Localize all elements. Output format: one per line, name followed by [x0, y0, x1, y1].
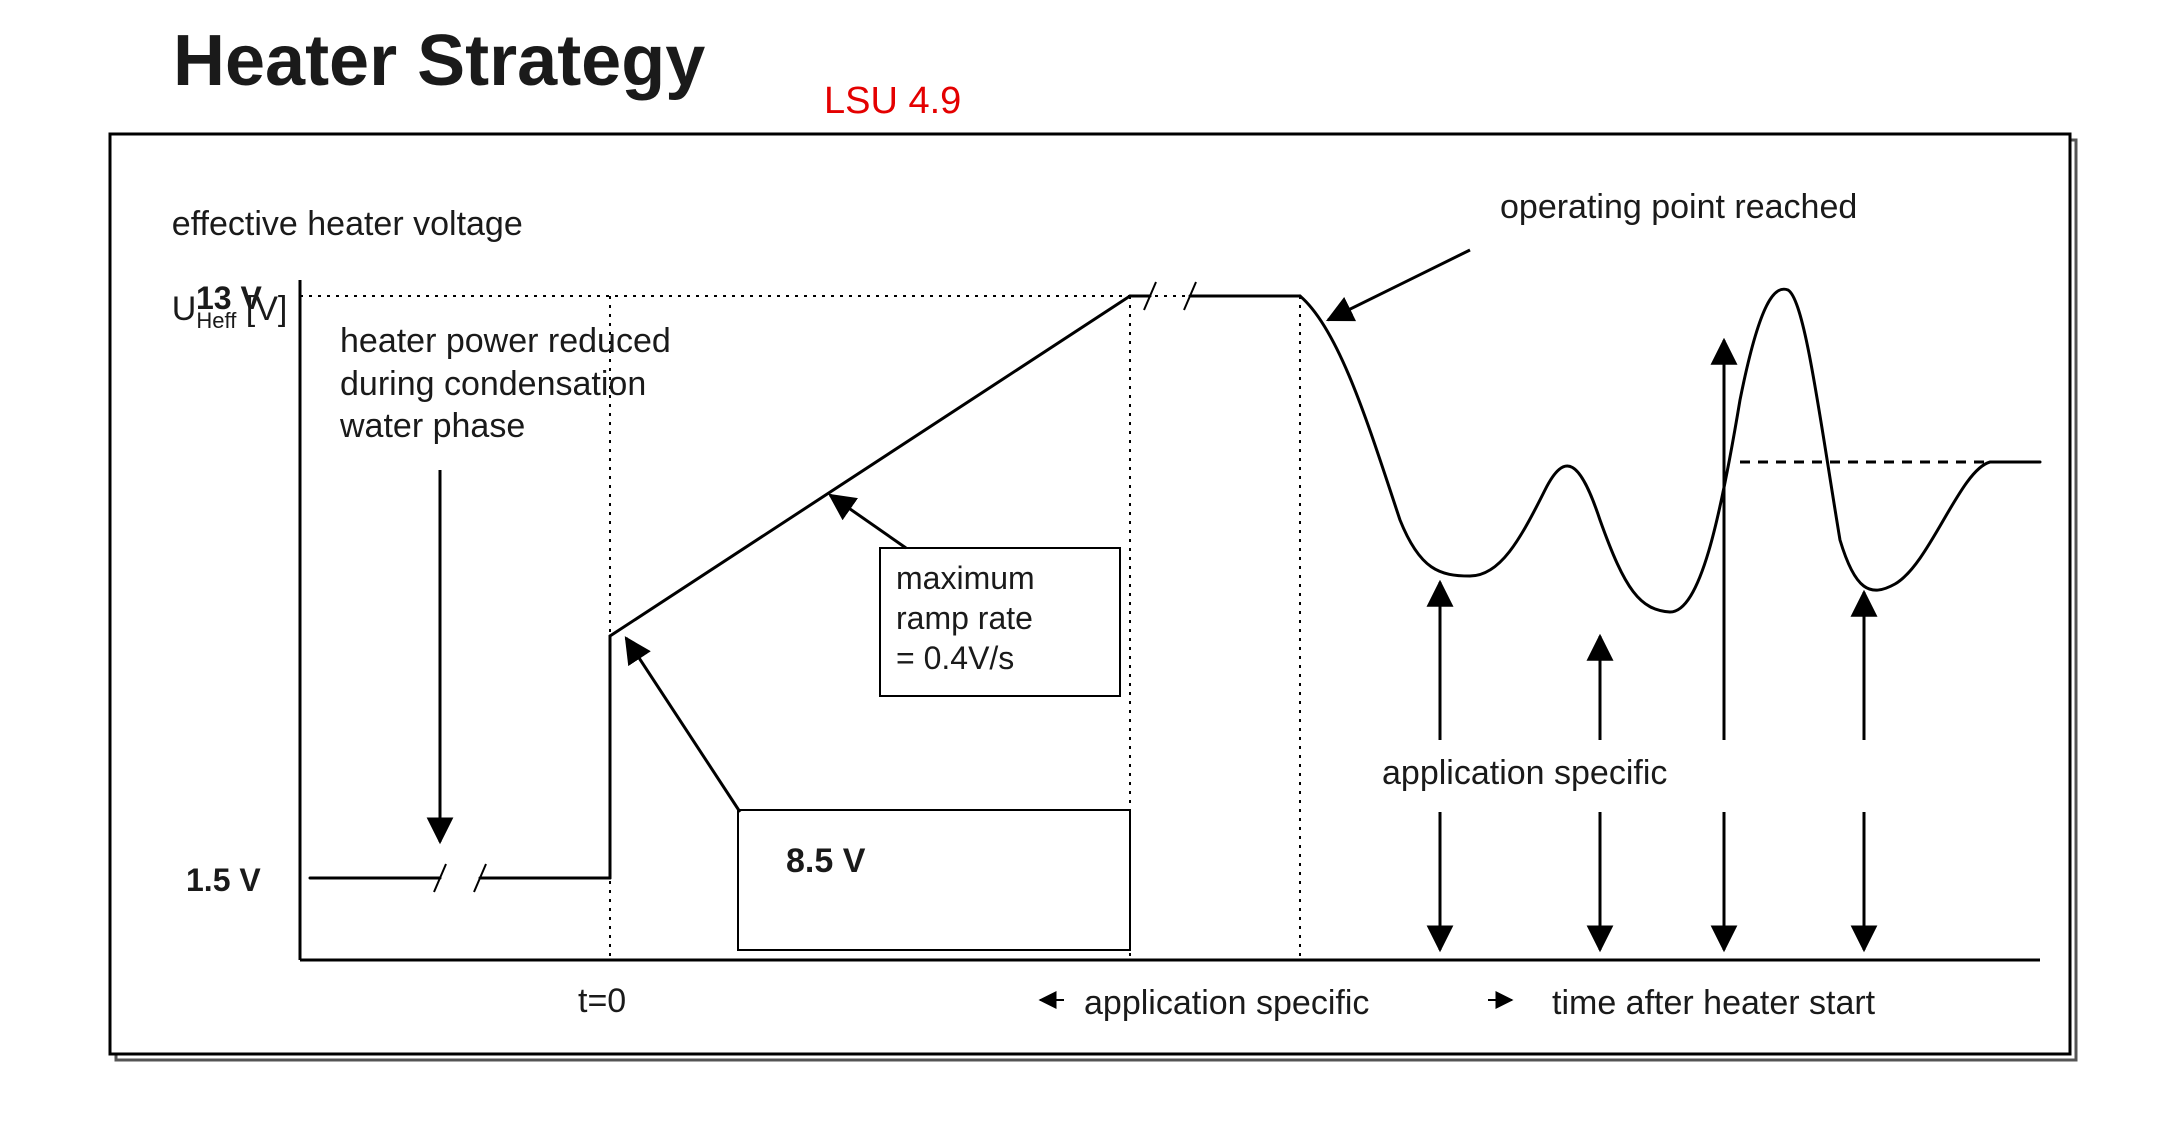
- ytick-13v: 13 V: [196, 278, 262, 318]
- ytick-1p5v: 1.5 V: [186, 860, 261, 900]
- callout-op-point: operating point reached: [1500, 186, 1857, 229]
- callout-condensation: heater power reduced during condensation…: [340, 320, 671, 448]
- callout-8p5v: 8.5 V: [786, 840, 865, 883]
- xlabel-time: time after heater start: [1552, 982, 1875, 1025]
- callout-ramp-rate: maximum ramp rate = 0.4V/s: [896, 558, 1035, 678]
- callout-app-specific-region: application specific: [1382, 752, 1667, 795]
- xlabel-t0: t=0: [578, 980, 626, 1023]
- y-axis-label-prefix: U: [172, 290, 197, 328]
- xlabel-app-specific: application specific: [1084, 982, 1369, 1025]
- y-axis-label-line1: effective heater voltage: [172, 205, 523, 243]
